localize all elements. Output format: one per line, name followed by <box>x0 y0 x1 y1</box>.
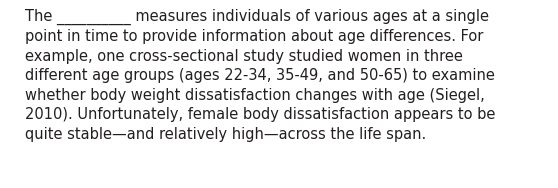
Text: The __________ measures individuals of various ages at a single
point in time to: The __________ measures individuals of v… <box>25 8 496 142</box>
